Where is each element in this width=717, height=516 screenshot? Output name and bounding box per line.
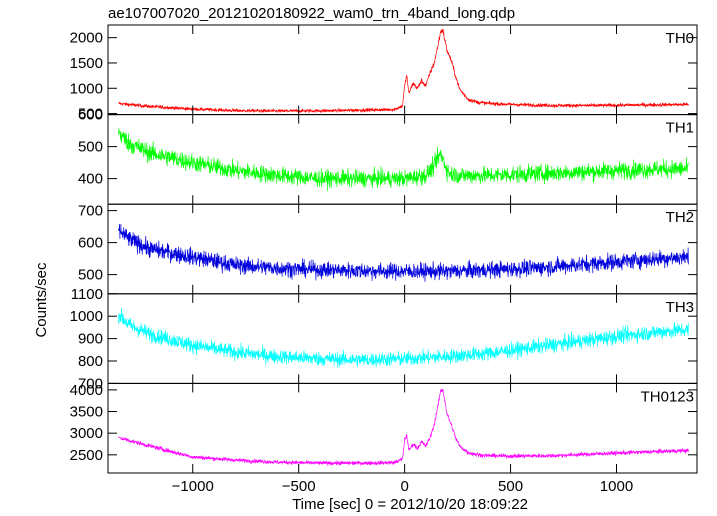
y-tick-label: 4000 — [70, 382, 103, 399]
panel-label: TH0 — [666, 30, 694, 47]
y-tick-label: 400 — [78, 171, 103, 188]
series-line-th0 — [118, 28, 689, 114]
x-axis-label: Time [sec] 0 = 2012/10/20 18:09:22 — [292, 496, 528, 513]
x-tick-label: −1000 — [172, 478, 214, 495]
y-tick-label: 600 — [78, 235, 103, 252]
y-tick-label: 500 — [78, 139, 103, 156]
y-tick-label: 1000 — [70, 80, 103, 97]
panel-frame — [107, 24, 698, 116]
y-tick-label: 500 — [78, 106, 103, 123]
x-tick-label: 0 — [400, 478, 408, 495]
panel-label: TH3 — [666, 299, 694, 316]
x-tick-label: 1000 — [600, 478, 633, 495]
panel-th2: 500 600 700 TH2 — [78, 203, 698, 295]
y-tick-label: 700 — [78, 203, 103, 220]
x-tick-label: −500 — [282, 478, 316, 495]
series-line-th0123 — [118, 388, 689, 466]
y-tick-label: 700 — [78, 375, 103, 392]
y-tick-label: 2500 — [70, 447, 103, 464]
panel-label: TH0123 — [641, 388, 694, 405]
series-line-th3 — [118, 307, 689, 369]
y-tick-label: 800 — [78, 353, 103, 370]
y-tick-label: 600 — [78, 107, 103, 124]
panel-th0: 500 1000 1500 2000 TH0 — [70, 24, 698, 123]
y-tick-label: 3500 — [70, 404, 103, 421]
panel-label: TH2 — [666, 209, 694, 226]
series-line-th2 — [118, 223, 689, 282]
x-tick-label: 500 — [498, 478, 523, 495]
series-line-th1 — [118, 128, 689, 192]
y-axis-label: Counts/sec — [33, 262, 50, 338]
y-tick-label: 1100 — [71, 286, 103, 303]
y-tick-label: 1500 — [70, 55, 103, 72]
y-tick-label: 2000 — [70, 30, 103, 47]
panel-label: TH1 — [666, 120, 694, 137]
chart-title: ae107007020_20121020180922_wam0_trn_4ban… — [108, 5, 515, 22]
y-tick-label: 1000 — [70, 308, 103, 325]
panel-th0123: 2500 3000 3500 4000 TH0123 — [70, 382, 698, 474]
panel-frame — [107, 382, 698, 474]
panel-th3: 700 800 900 1000 1100 TH3 — [70, 286, 698, 392]
y-tick-label: 3000 — [70, 425, 103, 442]
panel-frame — [107, 203, 698, 295]
y-tick-label: 500 — [78, 267, 103, 284]
y-tick-label: 900 — [78, 331, 103, 348]
